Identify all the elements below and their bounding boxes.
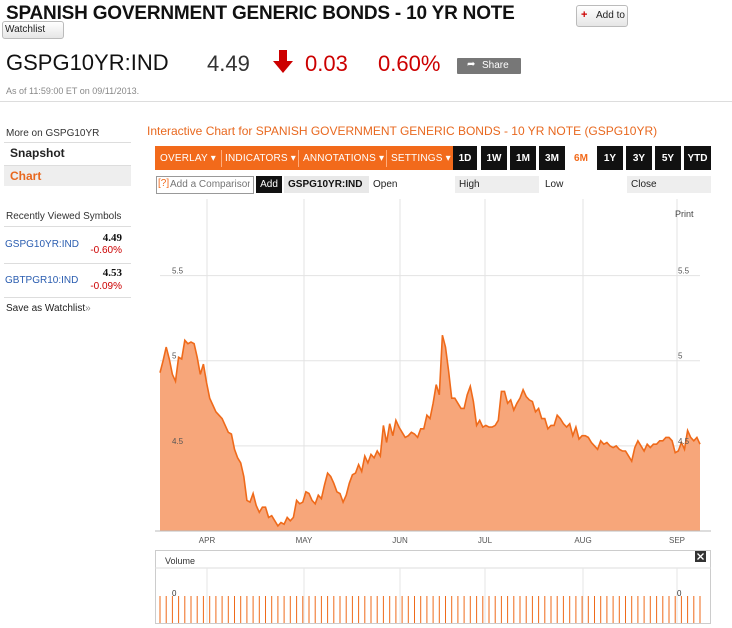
range-5y[interactable]: 5Y bbox=[655, 146, 681, 170]
add-to-watchlist-button[interactable]: + Add to bbox=[576, 5, 628, 27]
range-1d[interactable]: 1D bbox=[453, 146, 477, 170]
menu-divider bbox=[386, 150, 387, 167]
symbol-readout: GSPG10YR:IND bbox=[284, 176, 369, 193]
low-readout: Low bbox=[541, 176, 625, 193]
menu-settings[interactable]: SETTINGS ▾ bbox=[391, 146, 451, 170]
price-change-percent: 0.60% bbox=[378, 51, 441, 76]
watchlist-button[interactable]: Watchlist bbox=[2, 21, 64, 39]
menu-divider bbox=[221, 150, 222, 167]
menu-indicators[interactable]: INDICATORS ▾ bbox=[225, 146, 296, 170]
y-tick-label: 5 bbox=[678, 352, 683, 361]
help-icon[interactable]: [?] bbox=[158, 178, 170, 189]
triangle-down-icon: ▾ bbox=[290, 153, 296, 164]
double-chevron-right-icon: » bbox=[85, 303, 91, 314]
menu-divider bbox=[298, 150, 299, 167]
recent-symbol-link[interactable]: GSPG10YR:IND bbox=[5, 239, 79, 250]
sidebar-item-snapshot[interactable]: Snapshot bbox=[10, 146, 65, 160]
volume-label: Volume bbox=[165, 556, 195, 566]
y-tick-label: 4.5 bbox=[172, 437, 184, 446]
y-tick-label: 5 bbox=[172, 352, 177, 361]
header-divider bbox=[0, 101, 732, 102]
comparison-field: [?] bbox=[156, 176, 254, 194]
close-icon[interactable] bbox=[695, 551, 706, 562]
menu-label: SETTINGS bbox=[391, 153, 443, 164]
comparison-input[interactable] bbox=[170, 178, 250, 191]
down-arrow-icon bbox=[273, 50, 293, 79]
sidebar-item-chart[interactable]: Chart bbox=[4, 166, 131, 186]
range-3m[interactable]: 3M bbox=[539, 146, 565, 170]
as-of-timestamp: As of 11:59:00 ET on 09/11/2013. bbox=[6, 86, 140, 96]
interactive-chart-title: Interactive Chart for SPANISH GOVERNMENT… bbox=[147, 124, 658, 138]
range-3y[interactable]: 3Y bbox=[626, 146, 652, 170]
range-1y[interactable]: 1Y bbox=[597, 146, 623, 170]
range-1w[interactable]: 1W bbox=[481, 146, 507, 170]
share-arrow-icon: ➦ bbox=[467, 59, 476, 70]
triangle-down-icon: ▾ bbox=[445, 153, 451, 164]
menu-annotations[interactable]: ANNOTATIONS ▾ bbox=[303, 146, 384, 170]
menu-label: OVERLAY bbox=[160, 153, 208, 164]
chart-menu-bar: OVERLAY ▾ INDICATORS ▾ ANNOTATIONS ▾ SET… bbox=[155, 146, 453, 170]
sidebar-item-label: Chart bbox=[10, 169, 42, 183]
y-tick-label: 4.5 bbox=[678, 437, 690, 446]
recent-symbol-change: -0.09% bbox=[90, 281, 122, 292]
range-1m[interactable]: 1M bbox=[510, 146, 536, 170]
x-tick-label: AUG bbox=[574, 536, 591, 545]
high-readout: High bbox=[455, 176, 539, 193]
price-area bbox=[160, 335, 700, 531]
price-area-chart[interactable]: 4.5 4.5 5 5 5.5 5.5 APR MAY JUN JUL AUG SEP Print bbox=[155, 199, 711, 547]
recent-symbol-link[interactable]: GBTPGR10:IND bbox=[5, 275, 79, 286]
x-tick-label: JUL bbox=[478, 536, 493, 545]
recently-viewed-heading: Recently Viewed Symbols bbox=[6, 211, 122, 222]
triangle-down-icon: ▾ bbox=[210, 153, 216, 164]
x-tick-label: SEP bbox=[669, 536, 685, 545]
more-on-heading: More on GSPG10YR bbox=[6, 128, 100, 139]
share-button[interactable]: ➦ Share bbox=[457, 58, 521, 74]
volume-tick-label: 0 bbox=[677, 589, 682, 598]
recent-symbol-change: -0.60% bbox=[90, 245, 122, 256]
plus-icon: + bbox=[581, 9, 588, 21]
save-as-watchlist-link[interactable]: Save as Watchlist» bbox=[6, 303, 91, 314]
x-tick-label: JUN bbox=[392, 536, 408, 545]
menu-label: ANNOTATIONS bbox=[303, 153, 376, 164]
triangle-down-icon: ▾ bbox=[378, 153, 385, 164]
menu-label: INDICATORS bbox=[225, 153, 288, 164]
volume-chart: Volume 0 0 bbox=[155, 550, 711, 624]
x-tick-label: MAY bbox=[296, 536, 313, 545]
sidebar-divider bbox=[4, 263, 131, 264]
range-6m[interactable]: 6M bbox=[568, 146, 594, 170]
y-tick-label: 5.5 bbox=[172, 267, 184, 276]
ticker-symbol: GSPG10YR:IND bbox=[6, 50, 169, 75]
price-change: 0.03 bbox=[305, 51, 348, 76]
recent-symbol-price: 4.49 bbox=[102, 232, 122, 244]
menu-overlay[interactable]: OVERLAY ▾ bbox=[160, 146, 216, 170]
recent-symbol-price: 4.53 bbox=[102, 267, 122, 279]
add-to-label: Add to bbox=[596, 10, 625, 21]
volume-tick-label: 0 bbox=[172, 589, 177, 598]
save-as-watchlist-label: Save as Watchlist bbox=[6, 303, 86, 314]
y-tick-label: 5.5 bbox=[678, 267, 690, 276]
sidebar-divider bbox=[4, 165, 131, 166]
add-comparison-button[interactable]: Add bbox=[256, 176, 282, 193]
x-tick-label: APR bbox=[199, 536, 216, 545]
share-label: Share bbox=[482, 60, 509, 71]
range-ytd[interactable]: YTD bbox=[684, 146, 711, 170]
sidebar-divider bbox=[4, 297, 131, 298]
last-price: 4.49 bbox=[207, 51, 250, 76]
sidebar-divider bbox=[4, 226, 131, 227]
page-title: SPANISH GOVERNMENT GENERIC BONDS - 10 YR… bbox=[6, 3, 515, 24]
print-link[interactable]: Print bbox=[675, 209, 694, 219]
close-readout: Close bbox=[627, 176, 711, 193]
price-line bbox=[159, 334, 701, 528]
open-readout: Open bbox=[369, 176, 453, 193]
sidebar-divider bbox=[4, 142, 131, 143]
